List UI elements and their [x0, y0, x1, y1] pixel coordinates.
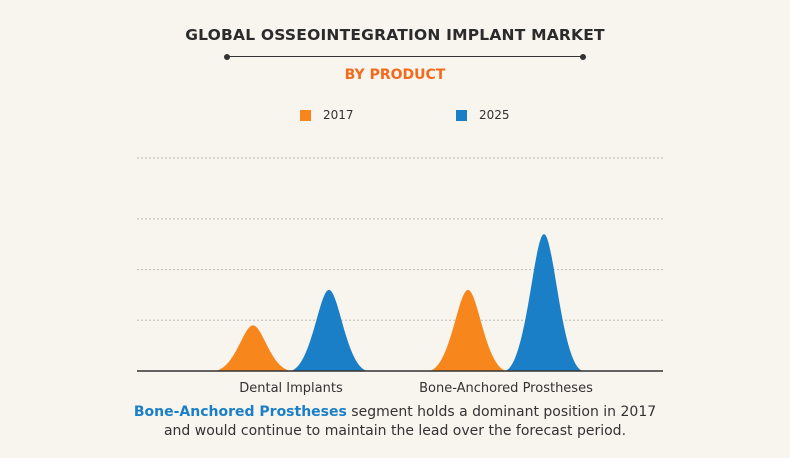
legend-label-2017: 2017	[323, 108, 354, 122]
category-label: Dental Implants	[239, 381, 343, 396]
caption-line1-rest: segment holds a dominant position in 201…	[346, 404, 657, 420]
chart-subtitle: BY PRODUCT	[344, 67, 446, 83]
peak-2025-dental-implants	[289, 289, 369, 371]
underline-dot-right	[580, 53, 586, 60]
legend-swatch-2017	[300, 109, 311, 121]
legend-swatch-2025	[456, 109, 467, 121]
chart-title: GLOBAL OSSEOINTEGRATION IMPLANT MARKET	[185, 26, 605, 44]
legend-item-2017: 2017	[300, 108, 354, 122]
legend-label-2025: 2025	[479, 108, 510, 122]
chart-caption: Bone-Anchored Prostheses segment holds a…	[0, 403, 790, 441]
caption-line2: and would continue to maintain the lead …	[163, 423, 627, 439]
underline-dot-left	[224, 53, 230, 60]
category-label: Bone-Anchored Prostheses	[419, 381, 593, 396]
peak-2025-bone-anchored-prostheses	[504, 234, 584, 371]
legend-item-2025: 2025	[456, 108, 510, 122]
caption-highlight: Bone-Anchored Prostheses	[133, 404, 347, 420]
peak-2017-bone-anchored-prostheses	[428, 289, 508, 371]
peak-2017-dental-implants	[213, 325, 293, 371]
title-underline	[224, 53, 586, 60]
